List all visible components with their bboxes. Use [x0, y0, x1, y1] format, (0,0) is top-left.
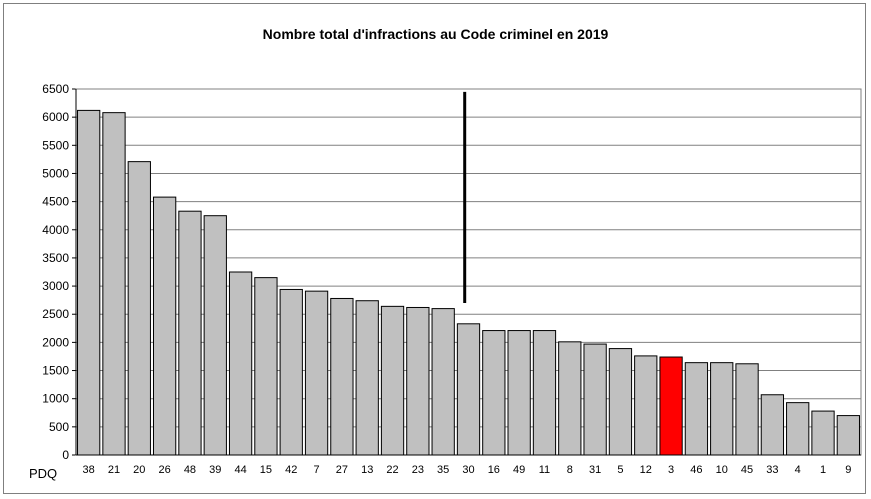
y-tick-label: 6500: [42, 82, 69, 96]
bar-46: [684, 362, 709, 456]
bar-21: [102, 112, 126, 456]
bar-7: [304, 290, 329, 456]
x-tick-label: 31: [589, 464, 601, 476]
bar-31: [583, 343, 607, 456]
bar-1: [811, 410, 835, 456]
bar-3: [659, 356, 683, 456]
x-tick-label: 46: [690, 464, 702, 476]
bar-27: [330, 297, 354, 456]
y-tick-label: 3000: [42, 279, 69, 293]
x-axis-label: PDQ: [29, 466, 57, 481]
x-tick-label: 22: [386, 464, 398, 476]
x-tick-label: 38: [83, 464, 95, 476]
bar-45: [735, 363, 759, 456]
axes: [75, 88, 862, 456]
x-tick-label: 44: [234, 464, 246, 476]
y-tick-label: 1500: [42, 364, 69, 378]
x-tick-label: 23: [412, 464, 424, 476]
y-tick-label: 0: [62, 448, 69, 462]
bar-49: [507, 330, 531, 456]
x-tick-label: 10: [716, 464, 728, 476]
bar-20: [127, 161, 151, 456]
bar-9: [836, 415, 860, 456]
x-tick-label: 3: [668, 464, 674, 476]
x-tick-labels: 38 21 20 26 48 39 44 15 42 7 27 13 22 23 35 30 16 49 11 8 31…: [83, 464, 852, 476]
x-tick-label: 48: [184, 464, 196, 476]
y-tick-label: 2500: [42, 307, 69, 321]
chart-title: Nombre total d'infractions au Code crimi…: [262, 26, 609, 42]
bar-13: [355, 300, 379, 456]
x-tick-label: 49: [513, 464, 525, 476]
bar-10: [710, 362, 734, 456]
bar-16: [482, 330, 506, 456]
bar-39: [203, 215, 227, 456]
x-tick-label: 7: [314, 464, 320, 476]
x-tick-label: 27: [336, 464, 348, 476]
x-tick-label: 13: [361, 464, 373, 476]
bar-44: [228, 271, 253, 456]
y-tick-label: 1000: [42, 392, 69, 406]
bar-48: [178, 210, 202, 456]
x-tick-label: 20: [133, 464, 145, 476]
x-tick-label: 5: [617, 464, 623, 476]
y-tick-label: 2000: [42, 335, 69, 349]
x-tick-label: 26: [159, 464, 171, 476]
bar-38: [77, 109, 101, 456]
y-tick-label: 6000: [42, 110, 69, 124]
bar-33: [760, 394, 785, 456]
y-tick-label: 5500: [42, 138, 69, 152]
x-tick-label: 4: [795, 464, 801, 476]
x-tick-label: 30: [462, 464, 474, 476]
x-tick-label: 45: [741, 464, 753, 476]
y-tick-label: 500: [49, 420, 69, 434]
x-tick-label: 12: [640, 464, 652, 476]
bar-35: [431, 308, 455, 456]
x-tick-label: 42: [285, 464, 297, 476]
bar-42: [279, 288, 303, 456]
x-tick-label: 35: [437, 464, 449, 476]
bar-26: [152, 196, 177, 456]
x-tick-label: 1: [820, 464, 826, 476]
x-tick-label: 9: [845, 464, 851, 476]
y-tick-label: 4000: [42, 223, 69, 237]
y-tick-label: 5000: [42, 166, 69, 180]
bar-5: [608, 348, 633, 456]
bar-4: [786, 402, 810, 456]
x-tick-label: 33: [766, 464, 778, 476]
bar-12: [634, 355, 658, 456]
x-tick-label: 11: [539, 464, 550, 476]
x-tick-label: 15: [260, 464, 272, 476]
y-tick-labels: 0 500 1000 1500 2000 2500 3000 3500 4000 4500 5000…: [42, 82, 69, 462]
bar-8: [558, 341, 582, 456]
y-tick-label: 4500: [42, 195, 69, 209]
y-tick-label: 3500: [42, 251, 69, 265]
x-tick-label: 39: [209, 464, 221, 476]
x-tick-label: 8: [567, 464, 573, 476]
bar-22: [380, 305, 405, 456]
bar-15: [254, 277, 278, 456]
bars: [77, 109, 860, 456]
bar-30: [456, 323, 481, 456]
bar-23: [406, 306, 430, 456]
bar-11: [532, 330, 557, 456]
x-tick-label: 16: [488, 464, 500, 476]
x-tick-label: 21: [108, 464, 120, 476]
